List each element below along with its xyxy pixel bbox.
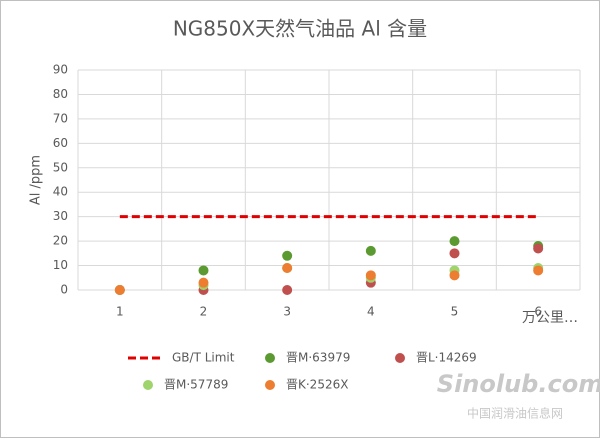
y-tick-label: 0 [60,283,68,297]
x-tick-label: 6 [534,305,542,319]
y-tick-label: 30 [53,209,68,223]
y-tick-label: 90 [53,63,68,77]
x-tick-label: 3 [283,305,291,319]
legend-label: 晋M·63979 [286,351,350,365]
point [449,236,460,247]
point [114,285,125,295]
chart-title: NG850X天然气油品 Al 含量 [173,17,427,41]
x-tick-label: 5 [451,305,459,319]
watermark: Sinolub.com [437,370,600,398]
point [282,250,293,261]
y-tick-label: 50 [53,160,68,174]
x-tick-label: 1 [116,305,124,319]
x-tick-label: 4 [367,305,375,319]
point [198,265,209,276]
legend-label: 晋M·57789 [164,378,228,392]
y-tick-label: 10 [53,258,68,272]
point [533,243,544,254]
point [533,265,544,276]
watermark: 中国润滑油信息网 [467,406,563,421]
point [282,285,293,295]
point [282,263,293,273]
legend-swatch [265,353,275,363]
y-tick-label: 40 [53,185,68,199]
legend-label: 晋K·2526X [286,378,348,392]
point [198,277,209,288]
legend-swatch [395,353,405,363]
legend-label: GB/T Limit [172,351,235,365]
y-tick-label: 70 [53,111,68,125]
legend-swatch [143,380,153,390]
legend-swatch [265,380,275,390]
y-axis-label: Al /ppm [29,155,44,205]
y-tick-label: 80 [53,87,68,101]
point [449,270,460,281]
legend-label: 晋L·14269 [416,351,477,365]
point [365,270,376,281]
y-tick-label: 20 [53,234,68,248]
y-tick-label: 60 [53,136,68,150]
x-axis-label: 万公里… [522,310,578,326]
point [365,245,376,256]
x-tick-label: 2 [200,305,208,319]
point [449,248,460,259]
